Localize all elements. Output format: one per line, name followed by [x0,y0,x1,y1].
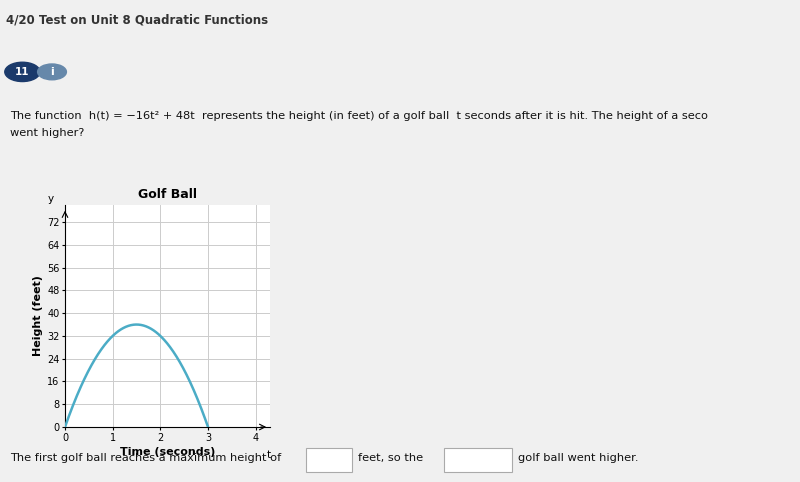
Text: The first golf ball reaches a maximum height of: The first golf ball reaches a maximum he… [10,453,281,463]
FancyBboxPatch shape [306,448,352,472]
Text: 11: 11 [15,67,30,77]
FancyBboxPatch shape [444,448,512,472]
Text: feet, so the: feet, so the [358,453,423,463]
Text: 4/20 Test on Unit 8 Quadratic Functions: 4/20 Test on Unit 8 Quadratic Functions [6,13,269,26]
Text: ∨: ∨ [501,454,507,462]
X-axis label: Time (seconds): Time (seconds) [120,447,215,457]
Text: y: y [48,194,54,203]
Text: ∨: ∨ [341,454,347,462]
Text: went higher?: went higher? [10,128,84,138]
Text: The function  h(t) = −16t² + 48t  represents the height (in feet) of a golf ball: The function h(t) = −16t² + 48t represen… [10,111,708,121]
Text: i: i [50,67,54,77]
Text: golf ball went higher.: golf ball went higher. [518,453,639,463]
Circle shape [5,62,40,81]
Title: Golf Ball: Golf Ball [138,188,197,201]
Text: t: t [267,450,271,460]
Y-axis label: Height (feet): Height (feet) [33,276,42,356]
Circle shape [38,64,66,80]
